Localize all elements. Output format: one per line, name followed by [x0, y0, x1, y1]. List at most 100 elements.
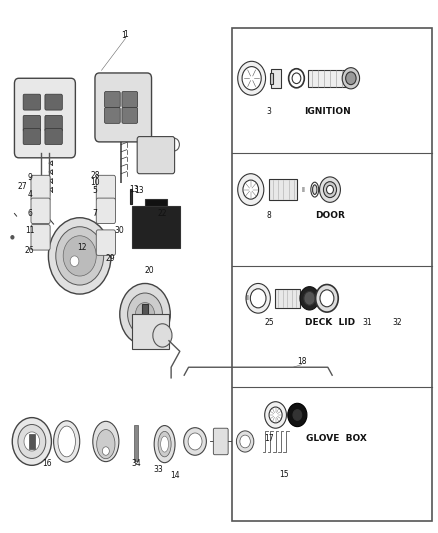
Circle shape	[38, 210, 43, 216]
Circle shape	[153, 324, 172, 347]
Circle shape	[346, 72, 356, 85]
Text: 13: 13	[129, 185, 139, 194]
FancyBboxPatch shape	[132, 314, 169, 349]
FancyBboxPatch shape	[308, 70, 346, 87]
Text: ●: ●	[10, 235, 14, 240]
FancyBboxPatch shape	[137, 136, 175, 174]
Circle shape	[39, 84, 51, 100]
Circle shape	[63, 236, 96, 276]
FancyBboxPatch shape	[105, 92, 120, 108]
Circle shape	[135, 303, 155, 326]
Text: 8: 8	[267, 211, 272, 220]
Text: 25: 25	[264, 318, 274, 327]
Circle shape	[320, 177, 340, 203]
FancyBboxPatch shape	[138, 212, 173, 241]
Text: 11: 11	[25, 226, 35, 235]
Circle shape	[127, 293, 162, 335]
FancyBboxPatch shape	[145, 199, 167, 206]
Ellipse shape	[311, 182, 319, 197]
Circle shape	[304, 292, 315, 305]
Text: II: II	[245, 295, 249, 301]
Text: 7: 7	[92, 209, 97, 218]
Text: IGNITION: IGNITION	[304, 108, 351, 116]
Circle shape	[38, 187, 43, 193]
Text: 27: 27	[18, 182, 27, 191]
Ellipse shape	[53, 421, 80, 462]
Text: 1: 1	[121, 31, 126, 41]
Circle shape	[102, 447, 110, 455]
FancyBboxPatch shape	[122, 108, 138, 123]
Text: 9: 9	[27, 173, 32, 182]
FancyBboxPatch shape	[142, 304, 148, 325]
Text: 5: 5	[92, 185, 97, 195]
Circle shape	[238, 174, 264, 206]
Text: 13: 13	[134, 186, 144, 195]
FancyBboxPatch shape	[29, 433, 35, 449]
Circle shape	[300, 287, 319, 310]
FancyBboxPatch shape	[105, 108, 120, 123]
FancyBboxPatch shape	[96, 175, 116, 201]
FancyBboxPatch shape	[275, 289, 300, 308]
FancyBboxPatch shape	[95, 73, 152, 142]
Text: 29: 29	[106, 254, 115, 263]
Ellipse shape	[58, 426, 75, 457]
Circle shape	[56, 227, 104, 285]
FancyBboxPatch shape	[31, 198, 50, 223]
Bar	[232, 28, 432, 521]
Ellipse shape	[158, 431, 171, 457]
Text: 16: 16	[42, 459, 52, 469]
Circle shape	[316, 285, 338, 312]
Circle shape	[237, 431, 254, 452]
Text: 20: 20	[145, 266, 154, 275]
Circle shape	[103, 187, 109, 193]
Ellipse shape	[313, 185, 317, 195]
FancyBboxPatch shape	[45, 128, 62, 144]
FancyBboxPatch shape	[23, 94, 41, 110]
Ellipse shape	[155, 146, 162, 159]
Ellipse shape	[152, 142, 164, 163]
Text: 4: 4	[27, 190, 32, 199]
Ellipse shape	[154, 425, 175, 463]
FancyBboxPatch shape	[130, 189, 132, 205]
FancyBboxPatch shape	[122, 92, 138, 108]
Circle shape	[251, 289, 266, 308]
FancyBboxPatch shape	[269, 179, 297, 200]
Text: II: II	[302, 187, 306, 192]
FancyBboxPatch shape	[14, 78, 75, 158]
Text: 14: 14	[171, 471, 180, 480]
Text: DECK  LID: DECK LID	[305, 318, 355, 327]
Circle shape	[288, 403, 307, 426]
Text: 30: 30	[114, 227, 124, 236]
Text: 10: 10	[90, 178, 100, 187]
Circle shape	[188, 433, 202, 450]
FancyBboxPatch shape	[23, 128, 41, 144]
Text: 3: 3	[267, 108, 272, 116]
Circle shape	[342, 68, 360, 89]
Circle shape	[117, 80, 129, 95]
Circle shape	[242, 67, 261, 90]
Text: 15: 15	[279, 470, 289, 479]
FancyBboxPatch shape	[96, 198, 116, 223]
Circle shape	[238, 61, 265, 95]
FancyBboxPatch shape	[213, 428, 228, 455]
Text: GLOVE  BOX: GLOVE BOX	[306, 433, 367, 442]
Text: 26: 26	[25, 246, 35, 255]
Ellipse shape	[97, 430, 115, 459]
Circle shape	[293, 410, 302, 420]
Circle shape	[38, 236, 43, 243]
Ellipse shape	[93, 421, 119, 462]
FancyBboxPatch shape	[270, 73, 273, 84]
Circle shape	[70, 256, 79, 266]
Circle shape	[103, 210, 109, 216]
Text: 6: 6	[27, 209, 32, 218]
Circle shape	[120, 284, 170, 345]
FancyBboxPatch shape	[31, 175, 50, 201]
FancyBboxPatch shape	[23, 115, 41, 131]
Text: 33: 33	[153, 465, 163, 473]
Circle shape	[240, 435, 251, 448]
FancyBboxPatch shape	[271, 69, 281, 88]
Text: 28: 28	[90, 171, 100, 180]
FancyBboxPatch shape	[134, 424, 138, 461]
Circle shape	[184, 427, 206, 455]
Text: 17: 17	[264, 433, 274, 442]
